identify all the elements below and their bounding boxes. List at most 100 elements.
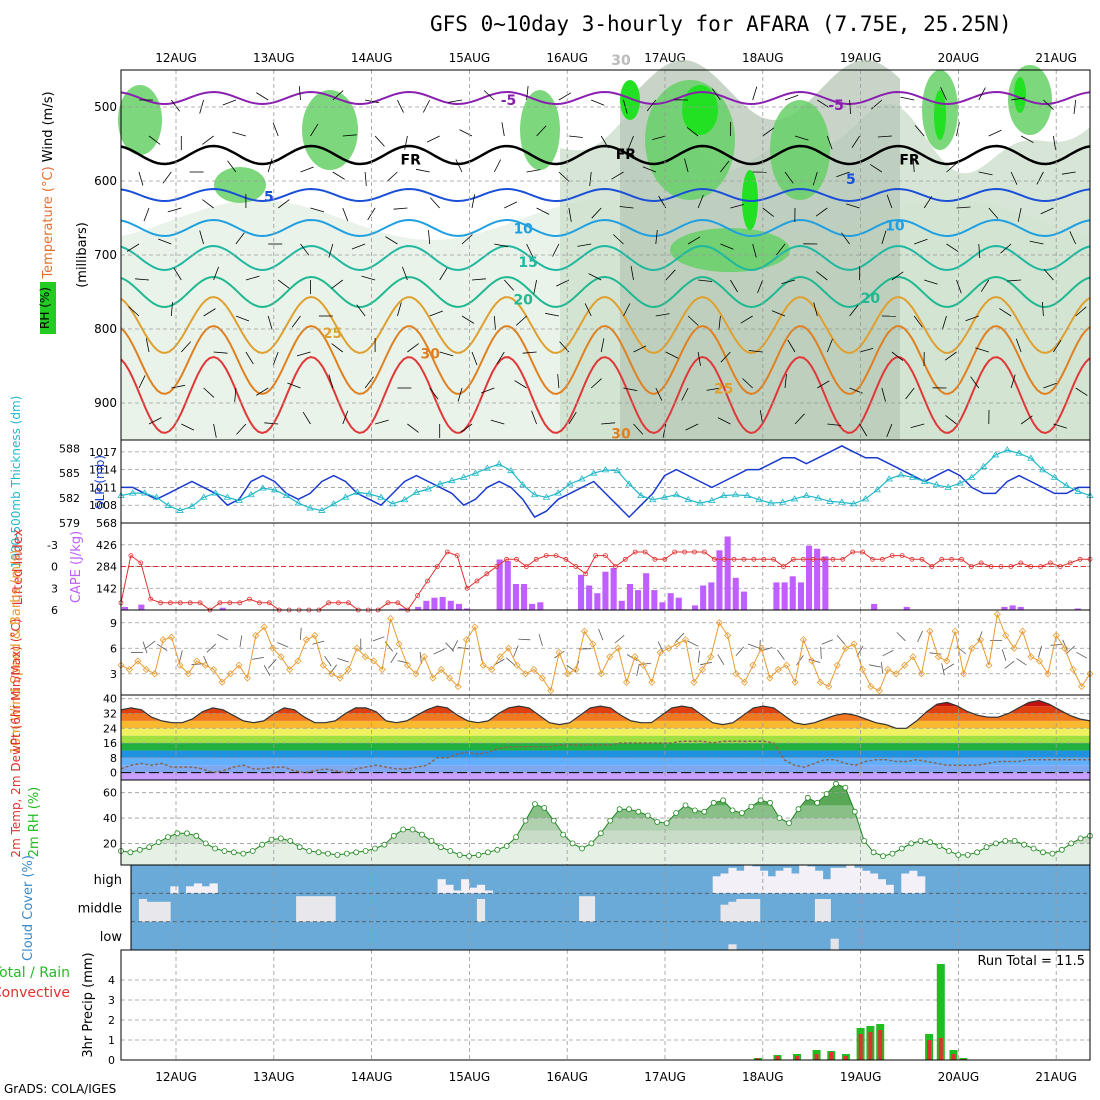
rh-point (993, 840, 999, 847)
surface-wind-barb (1065, 645, 1076, 655)
wind-barb (794, 413, 805, 425)
lifted-index-point (197, 600, 203, 606)
wind-barb (589, 171, 592, 186)
rh-point (1030, 845, 1037, 852)
surface-wind-barb (896, 632, 906, 642)
surface-wind-barb (614, 634, 625, 644)
thickness-point (873, 486, 881, 493)
wind-barb (846, 203, 860, 209)
thickness-point (660, 493, 669, 500)
wind-barb (633, 423, 644, 435)
wind-barb (386, 171, 398, 182)
thickness-point (578, 475, 586, 482)
wind-barb (536, 125, 547, 137)
rh-point (1040, 849, 1046, 856)
wind-barb (891, 351, 904, 361)
isotherm-line (120, 355, 1091, 435)
wind-barb (859, 348, 874, 353)
cape-bar (529, 603, 536, 610)
wind-barb (439, 351, 454, 357)
cloud-high-bar (186, 886, 195, 894)
wind-barb (310, 123, 319, 137)
rh-point (729, 807, 736, 814)
temperature-tick-label: 8 (110, 752, 117, 765)
thickness-point (684, 495, 692, 503)
cloud-middle-bar (752, 899, 761, 922)
cape-bar (700, 585, 707, 610)
wind-barb (126, 243, 140, 252)
rh-green-blob (214, 167, 266, 203)
wind-barb (287, 382, 301, 389)
wind-barb (213, 351, 228, 354)
lifted-index-point (464, 585, 470, 591)
surface-wind-barb (145, 640, 156, 649)
date-label-bottom: 14AUG (351, 1070, 393, 1084)
wind-barb (633, 345, 647, 353)
wind-speed-point (580, 627, 589, 635)
cloud-high-bar (445, 884, 454, 894)
cape-bar (455, 603, 462, 610)
lifted-index-axis-label: Lifted Index (11, 528, 26, 605)
cape-bar (618, 600, 625, 610)
precip-convective-bar (829, 1052, 834, 1060)
rh-point (616, 806, 623, 813)
wind-barb (1075, 306, 1087, 317)
rh-bright-blob (1014, 77, 1026, 113)
wind-speed-point (479, 661, 487, 669)
wind-barb (762, 207, 774, 217)
surface-wind-barb (836, 635, 846, 645)
thickness-point (247, 491, 255, 498)
thickness-point (696, 499, 704, 506)
wind-barb (429, 387, 439, 400)
cloud-middle-bar (311, 896, 320, 922)
wind-barb (630, 266, 634, 281)
rh-point (1068, 840, 1075, 847)
wind-barb (256, 387, 269, 396)
lifted-index-point (266, 600, 272, 606)
cloud-middle-bar (728, 901, 737, 922)
wind-speed-point (555, 648, 563, 657)
wind-barb (905, 387, 915, 400)
cape-bar (447, 600, 454, 610)
rh-point (870, 849, 877, 856)
temperature-band (121, 743, 1090, 751)
thickness-point (779, 498, 787, 505)
thickness-point (507, 466, 515, 474)
rh-point (372, 845, 378, 852)
cloud-high-bar (201, 886, 210, 894)
li-tick-label: 3 (51, 582, 58, 595)
rh-point (964, 852, 971, 858)
wind-barb (170, 99, 181, 112)
date-label-bottom: 18AUG (742, 1070, 784, 1084)
lifted-index-point (889, 553, 895, 558)
surface-wind-barb (433, 648, 445, 655)
lifted-index-point (593, 553, 598, 558)
temperature-line (120, 699, 1091, 729)
wind-barb (988, 207, 999, 219)
cape-bar (423, 600, 430, 610)
cloud-high-bar (193, 883, 203, 894)
cape-bar (122, 606, 129, 610)
rh-point (974, 849, 980, 856)
lifted-index-point (791, 556, 796, 562)
wind-barb (272, 122, 279, 137)
wind-barb (568, 207, 572, 222)
wind-barb (138, 171, 144, 186)
lifted-index-point (217, 600, 223, 606)
wind-barb (364, 376, 374, 389)
wind-barb (145, 338, 150, 353)
rh-point (917, 838, 924, 844)
lifted-index-point (1057, 564, 1063, 569)
rh-point (1077, 835, 1084, 842)
lifted-index-point (711, 556, 717, 562)
surface-wind-barb (1050, 644, 1063, 646)
thickness-point (968, 473, 976, 480)
wind-speed-point (993, 610, 1001, 618)
thickness-point (708, 496, 716, 503)
lifted-index-point (247, 596, 252, 602)
surface-wind-barb (821, 639, 833, 645)
surface-wind-barb (747, 643, 760, 649)
wind-barb (718, 315, 721, 330)
cloud-layer-label: high (94, 873, 122, 888)
